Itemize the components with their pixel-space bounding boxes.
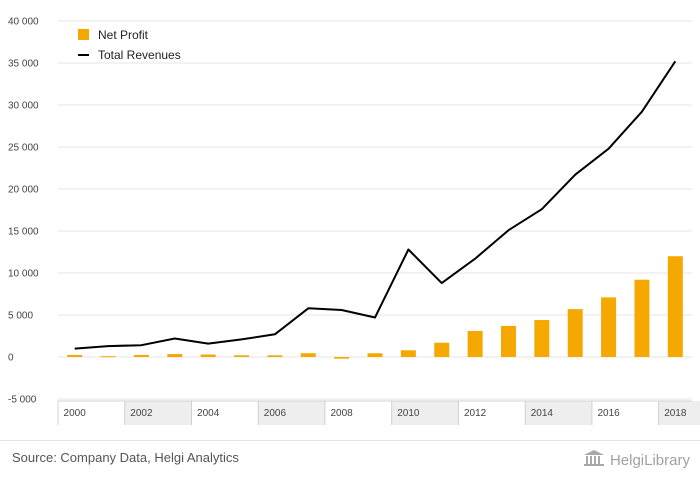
x-tick-label: 2006 bbox=[264, 408, 287, 419]
y-tick-label: 5 000 bbox=[8, 311, 33, 322]
legend-swatch-net-profit bbox=[78, 29, 89, 40]
bar-net-profit bbox=[300, 353, 316, 357]
x-tick-label: 2004 bbox=[197, 408, 220, 419]
x-tick-label: 2010 bbox=[397, 408, 420, 419]
library-building-icon bbox=[582, 448, 606, 473]
gridlines bbox=[58, 20, 692, 400]
x-tick-label: 2000 bbox=[64, 408, 87, 419]
x-tick-label: 2008 bbox=[331, 408, 354, 419]
footer-divider bbox=[0, 440, 700, 441]
bar-net-profit bbox=[100, 356, 116, 358]
y-tick-label: 25 000 bbox=[8, 143, 39, 154]
legend-label-total-revenues: Total Revenues bbox=[98, 48, 181, 62]
bar-net-profit bbox=[67, 354, 83, 357]
chart: -5 000 0 5 000 10 000 15 000 20 000 25 000 30 0… bbox=[8, 17, 700, 425]
legend: Net Profit Total Revenues bbox=[78, 28, 181, 62]
x-axis-band bbox=[658, 401, 700, 425]
y-tick-label: 0 bbox=[8, 353, 14, 364]
bar-net-profit bbox=[667, 256, 683, 357]
bar-net-profit bbox=[567, 309, 583, 357]
bar-net-profit bbox=[200, 354, 216, 357]
bar-net-profit bbox=[634, 279, 650, 357]
y-tick-label: 10 000 bbox=[8, 269, 39, 280]
bar-net-profit bbox=[400, 350, 416, 357]
x-axis-band bbox=[124, 401, 192, 425]
x-tick-label: 2012 bbox=[464, 408, 487, 419]
bar-net-profit bbox=[367, 353, 383, 357]
y-tick-label: 35 000 bbox=[8, 59, 39, 70]
x-tick-label: 2016 bbox=[597, 408, 620, 419]
footer: Source: Company Data, Helgi Analytics He… bbox=[0, 440, 700, 483]
y-axis-tick-labels: -5 000 0 5 000 10 000 15 000 20 000 25 000 30 0… bbox=[8, 17, 39, 406]
y-tick-label: 20 000 bbox=[8, 185, 39, 196]
x-tick-label: 2018 bbox=[664, 408, 687, 419]
x-axis: 2000 2002 2004 2006 2008 2010 2012 2014 2016 2018 bbox=[57, 400, 700, 425]
y-tick-label: 15 000 bbox=[8, 227, 39, 238]
x-tick-label: 2002 bbox=[130, 408, 153, 419]
x-tick-label: 2014 bbox=[531, 408, 554, 419]
bar-net-profit bbox=[601, 297, 617, 357]
bar-net-profit bbox=[534, 320, 550, 357]
bar-net-profit bbox=[500, 325, 516, 357]
bar-net-profit bbox=[133, 354, 149, 357]
y-tick-label: 40 000 bbox=[8, 17, 39, 28]
source-note: Source: Company Data, Helgi Analytics bbox=[12, 450, 239, 465]
bar-net-profit bbox=[167, 354, 183, 357]
brand-name: HelgiLibrary bbox=[609, 452, 690, 469]
bar-net-profit bbox=[267, 355, 283, 357]
bar-net-profit bbox=[434, 342, 450, 357]
line-total-revenues bbox=[74, 60, 677, 350]
bar-net-profit bbox=[334, 357, 350, 359]
bar-net-profit bbox=[467, 330, 483, 357]
x-axis-band bbox=[258, 401, 325, 425]
brand[interactable]: HelgiLibrary bbox=[582, 448, 690, 473]
y-tick-label: 30 000 bbox=[8, 101, 39, 112]
x-axis-band bbox=[525, 401, 592, 425]
y-tick-label: -5 000 bbox=[8, 395, 37, 406]
net-profit-bars bbox=[67, 256, 683, 359]
bar-net-profit bbox=[234, 355, 250, 357]
total-revenues-line-group bbox=[74, 60, 677, 350]
x-axis-band bbox=[391, 401, 459, 425]
legend-label-net-profit: Net Profit bbox=[98, 28, 149, 42]
